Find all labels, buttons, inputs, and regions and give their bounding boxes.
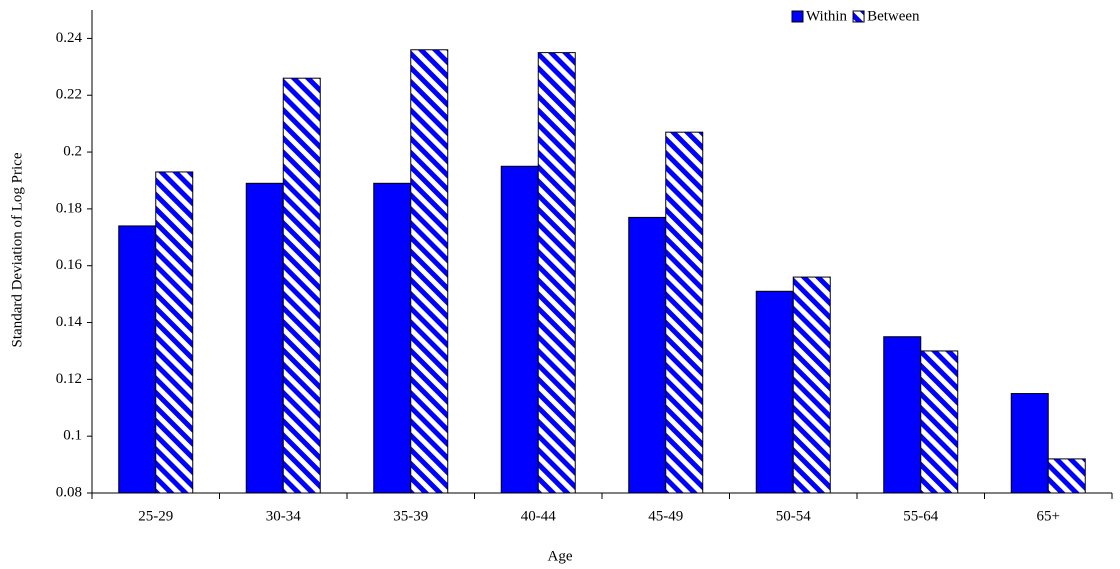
bar [665, 131, 704, 494]
bar [245, 182, 284, 494]
x-tick-label: 25-29 [138, 508, 173, 524]
bar [1010, 393, 1049, 494]
bar [373, 182, 412, 494]
bar [410, 49, 449, 494]
x-tick-label: 30-34 [266, 508, 301, 524]
bar [628, 216, 667, 494]
legend-swatch [791, 10, 804, 23]
y-tick-label: 0.16 [56, 257, 83, 273]
x-tick-label: 45-49 [648, 508, 683, 524]
bar [792, 276, 831, 494]
bar [118, 225, 157, 494]
bar [1047, 458, 1086, 494]
bar [500, 165, 539, 494]
y-tick-label: 0.12 [56, 371, 82, 387]
x-tick-label: 50-54 [776, 508, 811, 524]
y-axis-label: Standard Deviation of Log Price [9, 152, 25, 347]
y-tick-label: 0.2 [63, 143, 82, 159]
x-axis-label: Age [548, 548, 573, 564]
bar [282, 77, 321, 494]
legend-swatch [852, 10, 865, 23]
y-tick-label: 0.22 [56, 87, 82, 103]
bar [755, 290, 794, 494]
bar [537, 52, 576, 494]
x-tick-label: 40-44 [521, 508, 556, 524]
legend-label: Between [867, 8, 920, 24]
legend-label: Within [806, 8, 848, 24]
y-tick-label: 0.14 [56, 314, 83, 330]
x-tick-label: 35-39 [393, 508, 428, 524]
y-tick-label: 0.08 [56, 484, 82, 500]
bar [883, 336, 922, 494]
bar [155, 171, 194, 494]
y-tick-label: 0.18 [56, 200, 82, 216]
bar [920, 350, 959, 494]
x-tick-label: 55-64 [903, 508, 938, 524]
x-tick-label: 65+ [1037, 508, 1060, 524]
y-tick-label: 0.24 [56, 30, 83, 46]
y-tick-label: 0.1 [63, 428, 82, 444]
